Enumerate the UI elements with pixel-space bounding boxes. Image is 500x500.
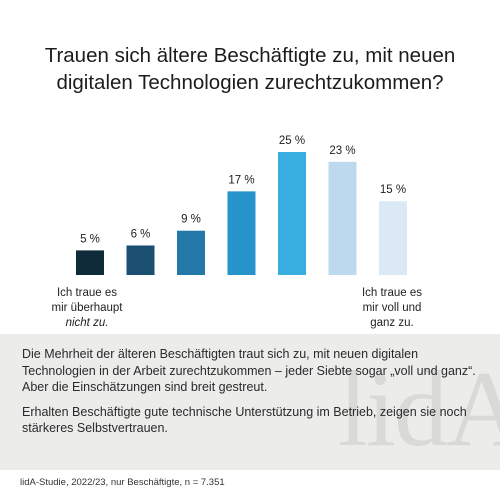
scale-label-right: Ich traue es mir voll und ganz zu. [352, 286, 432, 331]
data-label-5: 25 % [279, 135, 305, 147]
bar-5 [278, 152, 306, 275]
data-label-4: 17 % [228, 174, 254, 186]
bar-2 [126, 245, 155, 275]
scale-label-left-line-2: mir überhaupt [51, 302, 123, 314]
scale-label-left: Ich traue es mir überhaupt nicht zu. [47, 286, 127, 331]
bar-chart: 5 % 6 % 9 % 17 % 25 % 23 % 15 % [76, 135, 407, 275]
data-label-3: 9 % [181, 214, 201, 226]
data-label-7: 15 % [380, 184, 406, 196]
chart-title-line-1: Trauen sich ältere Beschäftigte zu, mit … [44, 44, 456, 67]
bar-6 [328, 161, 357, 275]
data-label-1: 5 % [80, 233, 100, 245]
info-box: lidA Die Mehrheit der älteren Beschäftig… [0, 334, 500, 470]
info-paragraph-1: Die Mehrheit der älteren Beschäftigten t… [22, 347, 476, 394]
chart-title-line-2: digitalen Technologien zurechtzukommen? [56, 71, 444, 94]
bar-3 [177, 230, 205, 275]
scale-label-right-line-1: Ich traue es [361, 287, 423, 299]
bar-7 [379, 201, 407, 275]
lida-watermark: lidA [338, 350, 500, 469]
scale-label-right-line-2: mir voll und [362, 302, 422, 314]
scale-label-left-line-1: Ich traue es [56, 287, 118, 299]
data-label-6: 23 % [329, 145, 355, 157]
data-label-2: 6 % [131, 228, 151, 240]
bar-4 [227, 191, 256, 275]
bar-1 [76, 250, 104, 275]
info-paragraph-2: Erhalten Beschäftigte gute technische Un… [22, 404, 467, 436]
scale-label-left-line-3: nicht zu. [65, 317, 109, 329]
chart-title: Trauen sich ältere Beschäftigte zu, mit … [0, 42, 500, 96]
scale-label-right-line-3: ganz zu. [370, 317, 414, 329]
info-text: Die Mehrheit der älteren Beschäftigten t… [22, 346, 482, 437]
source-note: lidA-Studie, 2022/23, nur Beschäftigte, … [20, 477, 225, 488]
